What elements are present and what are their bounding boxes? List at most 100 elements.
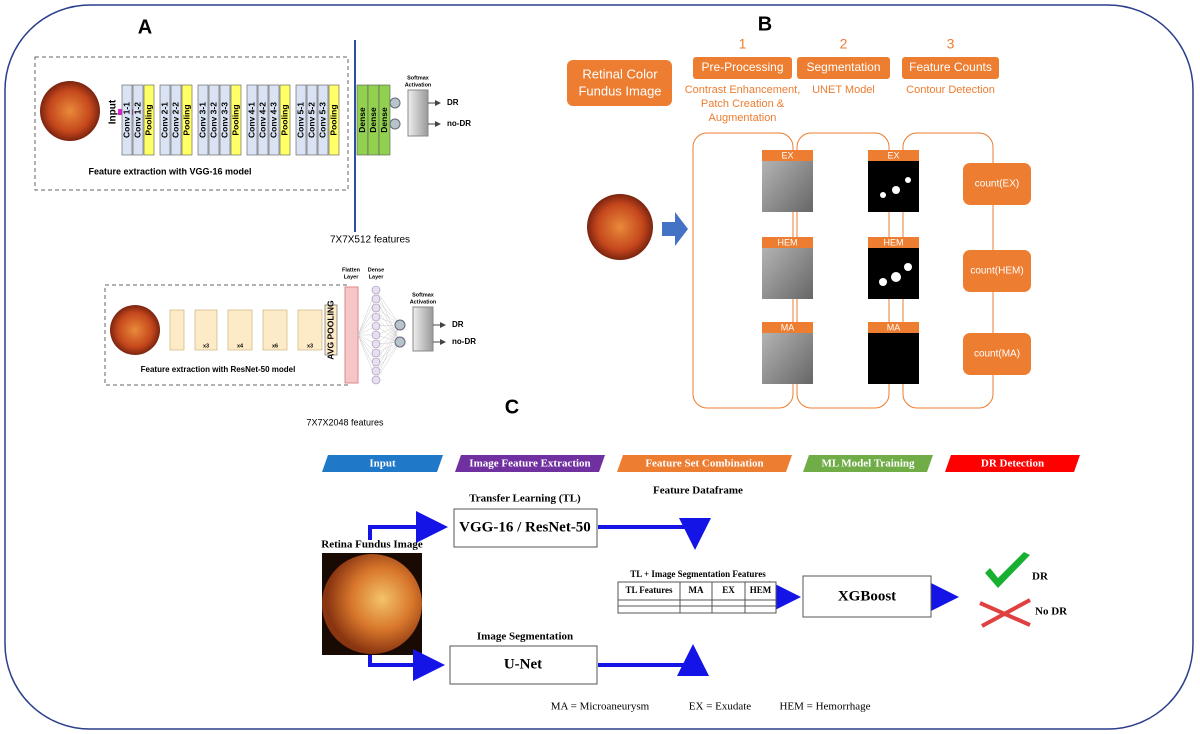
lesion-spot — [879, 278, 887, 286]
dense-layer-label: Dense — [357, 107, 367, 133]
step-detail: UNET Model — [812, 84, 875, 96]
dense-label: Layer — [369, 274, 385, 280]
lesion-label: MA — [887, 322, 901, 332]
table-header: TL Features — [625, 585, 673, 595]
dense-node — [371, 375, 381, 385]
connection — [375, 324, 401, 363]
dense-layer-label: Dense — [379, 107, 389, 133]
output-label: no-DR — [447, 119, 471, 128]
lesion-tab — [762, 150, 813, 161]
output-label: DR — [447, 98, 459, 107]
cross-mark — [979, 598, 1031, 628]
lesion-spot — [905, 177, 911, 183]
connection — [357, 307, 377, 336]
conv-layer-label: Conv 1-1 — [121, 102, 131, 138]
conv-layer-label: Conv 4-2 — [257, 102, 267, 138]
conv-layer-label: Conv 5-1 — [295, 102, 305, 138]
outcome-label: DR — [1032, 571, 1049, 583]
conv-layer-label: Conv 3-1 — [197, 102, 207, 138]
repeat-label: x3 — [307, 343, 313, 349]
connection — [375, 298, 401, 326]
lesion-tab — [868, 237, 919, 248]
connection — [375, 341, 401, 381]
res-block — [227, 309, 253, 351]
conv-layer — [170, 84, 182, 156]
res-block — [297, 309, 323, 351]
panel-label: C — [505, 396, 519, 418]
step-detail: Augmentation — [709, 112, 777, 124]
lesion-spot — [892, 186, 900, 194]
connection — [375, 324, 401, 381]
flow-arrow — [368, 511, 448, 543]
connection — [375, 307, 401, 343]
softmax-box — [407, 89, 429, 137]
tl-title: Transfer Learning (TL) — [469, 493, 581, 505]
lesion-label: HEM — [778, 237, 798, 247]
legend-label: MA = Microaneurysm — [551, 701, 650, 713]
seg-box — [449, 645, 598, 685]
stage-banner — [322, 455, 443, 472]
avg-pool — [324, 304, 338, 356]
count-box — [963, 250, 1031, 292]
connection — [375, 298, 401, 343]
panel-label: B — [758, 13, 772, 35]
caption: Feature extraction with VGG-16 model — [88, 166, 251, 176]
conv-layer — [159, 84, 171, 156]
step-number: 3 — [947, 36, 955, 52]
dense-node — [371, 339, 381, 349]
softmax-label: Activation — [405, 82, 432, 88]
dense-node — [371, 285, 381, 295]
resnet-frame — [104, 284, 349, 386]
count-label: count(MA) — [974, 349, 1020, 360]
features-label: 7X7X512 features — [330, 235, 410, 246]
table-header: HEM — [750, 585, 772, 595]
pooling-layer — [279, 84, 291, 156]
flow-arrow — [368, 649, 445, 681]
dense-node — [371, 321, 381, 331]
fundus-image — [40, 81, 100, 141]
dense-node — [371, 348, 381, 358]
pooling-layer-label: Pooling — [181, 104, 191, 135]
outcome-label: No DR — [1035, 606, 1068, 618]
dense-layer — [378, 84, 391, 156]
res-block — [169, 309, 185, 351]
conv-layer — [295, 84, 307, 156]
legend-label: HEM = Hemorrhage — [779, 701, 870, 713]
conv-layer — [121, 84, 133, 156]
stage-label: DR Detection — [981, 458, 1044, 470]
output-node — [389, 97, 401, 109]
conv-layer — [219, 84, 231, 156]
pooling-layer — [328, 84, 340, 156]
lesion-label: EX — [887, 150, 899, 160]
fundus-image — [587, 194, 653, 260]
step-detail: Contrast Enhancement, — [685, 84, 801, 96]
lesion-tab — [762, 237, 813, 248]
dense-node — [371, 294, 381, 304]
input-label: Fundus Image — [578, 83, 661, 98]
repeat-label: x4 — [237, 343, 244, 349]
outer-border — [4, 4, 1194, 730]
flow-arrow — [598, 644, 709, 676]
connection — [375, 316, 401, 343]
connection — [357, 334, 377, 381]
pooling-layer — [230, 84, 242, 156]
conv-layer — [197, 84, 209, 156]
conv-layer-label: Conv 5-2 — [306, 102, 316, 138]
conv-layer-label: Conv 2-2 — [170, 102, 180, 138]
conv-layer — [132, 84, 144, 156]
step-box — [797, 57, 890, 79]
fundus-image — [110, 305, 160, 355]
tl-model: VGG-16 / ResNet-50 — [459, 519, 591, 535]
step-detail: Contour Detection — [906, 84, 995, 96]
input-box — [567, 60, 672, 106]
check-mark — [985, 552, 1030, 588]
feature-table — [617, 581, 777, 614]
stage-label: Image Feature Extraction — [469, 458, 590, 470]
step-box — [902, 57, 999, 79]
conv-layer — [257, 84, 269, 156]
conv-layer — [246, 84, 258, 156]
step-name: Pre-Processing — [701, 60, 783, 74]
pooling-layer-label: Pooling — [328, 104, 338, 135]
input-label: Input — [108, 99, 119, 124]
